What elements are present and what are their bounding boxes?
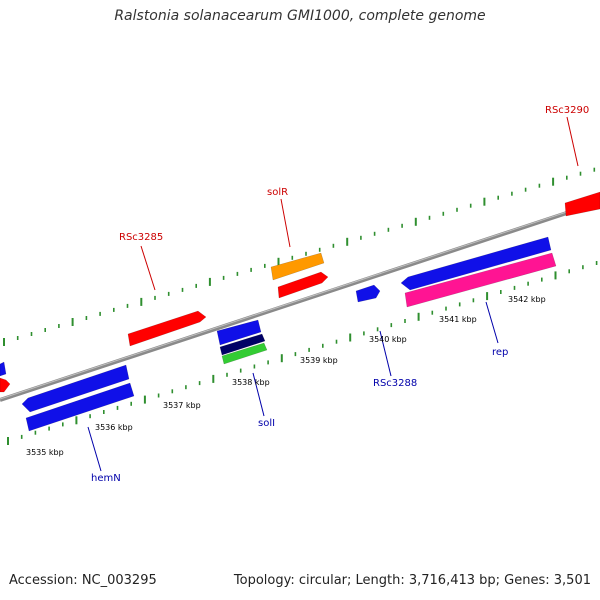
leader-solr [280, 198, 291, 248]
gene-feature-hemn[interactable] [25, 382, 135, 432]
accession-text: Accession: NC_003295 [9, 573, 157, 588]
scale-label: 3542 kbp [508, 295, 546, 304]
gene-feature-red-far-left[interactable] [0, 377, 11, 393]
gene-label-hemn[interactable]: hemN [91, 473, 121, 484]
gene-feature-solr[interactable] [277, 271, 329, 299]
gene-label-rsc3288[interactable]: RSc3288 [373, 378, 417, 389]
scale-label: 3539 kbp [300, 356, 338, 365]
gene-features [0, 191, 600, 432]
leader-rsc3288 [379, 330, 392, 377]
gene-feature-blue-left-top[interactable] [21, 364, 130, 413]
gene-label-rsc3285[interactable]: RSc3285 [119, 232, 163, 243]
gene-feature-pink[interactable] [404, 252, 557, 308]
leader-rsc3290 [566, 116, 579, 167]
map-title: Ralstonia solanacearum GMI1000, complete… [114, 8, 486, 24]
gene-feature-rsc3285[interactable] [127, 310, 207, 347]
gene-label-rsc3290[interactable]: RSc3290 [545, 105, 589, 116]
gene-feature-blue-mid[interactable] [216, 319, 262, 346]
scale-label: 3540 kbp [369, 335, 407, 344]
gene-label-solr[interactable]: solR [267, 187, 288, 198]
leader-rep [485, 301, 499, 344]
scale-label: 3541 kbp [439, 315, 477, 324]
gene-feature-navy[interactable] [219, 333, 266, 356]
gene-label-soli[interactable]: solI [258, 418, 275, 429]
leader-soli [252, 372, 265, 417]
gene-feature-soli[interactable] [221, 342, 268, 365]
scale-label: 3536 kbp [95, 423, 133, 432]
scale-label: 3535 kbp [26, 448, 64, 457]
leader-hemn [87, 426, 102, 472]
scale-label: 3538 kbp [232, 378, 270, 387]
gene-feature-blue-small[interactable] [355, 284, 381, 303]
gene-feature-rep-top[interactable] [400, 236, 552, 291]
scale-label: 3537 kbp [163, 401, 201, 410]
genome-axis-highlight [0, 200, 600, 400]
leader-rsc3285 [140, 245, 156, 291]
genome-axis [0, 200, 600, 402]
lower-tick-row [7, 261, 598, 445]
genome-summary-text: Topology: circular; Length: 3,716,413 bp… [233, 573, 591, 588]
gene-feature-rsc3290[interactable] [564, 191, 600, 217]
gene-feature-solr-orange[interactable] [270, 252, 325, 281]
gene-label-rep[interactable]: rep [492, 347, 508, 358]
upper-tick-row [3, 167, 596, 346]
gene-feature-blue-far-left[interactable] [0, 361, 7, 377]
